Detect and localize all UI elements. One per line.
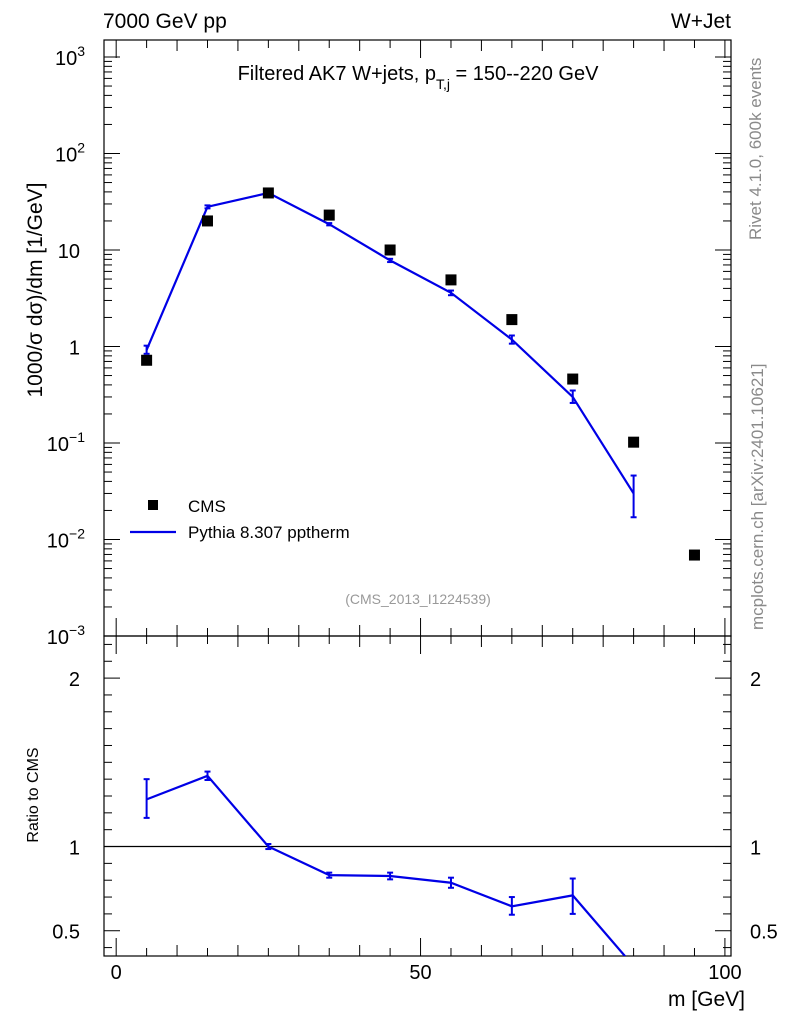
- header-right: W+Jet: [671, 10, 731, 33]
- legend: CMS Pythia 8.307 pptherm: [130, 497, 350, 542]
- pythia-ratio-line: [146, 774, 627, 956]
- cms-data-point: [141, 354, 153, 366]
- cms-data-point: [506, 314, 518, 326]
- rivet-label: Rivet 4.1.0, 600k events: [746, 58, 765, 240]
- main-y-tick-label: 103: [55, 43, 85, 70]
- analysis-id-label: (CMS_2013_I1224539): [345, 591, 491, 607]
- cms-data-point: [323, 209, 335, 221]
- legend-cms-marker: [148, 500, 158, 510]
- x-tick-label: 50: [409, 962, 431, 984]
- pythia-main-line: [145, 191, 635, 495]
- x-tick-label: 0: [111, 962, 122, 984]
- cms-data-point: [628, 436, 640, 448]
- header-left: 7000 GeV pp: [103, 10, 227, 33]
- legend-pythia-label: Pythia 8.307 pptherm: [188, 523, 350, 542]
- ratio-plot-axes: 0 50 100 2 2 1 1 0.5 0.5: [52, 635, 778, 984]
- main-y-tick-label: 10−3: [47, 622, 85, 649]
- main-y-tick-label: 10−2: [47, 525, 85, 552]
- cms-data-point: [262, 187, 274, 199]
- main-y-tick-label: 10: [58, 241, 80, 263]
- cms-data-point: [445, 274, 457, 286]
- main-plot-frame: [103, 39, 732, 637]
- ratio-y-tick-label-right: 1: [750, 838, 761, 860]
- ratio-y-tick-label: 0.5: [52, 922, 80, 944]
- main-plot-data: [141, 187, 700, 561]
- main-y-tick-label: 102: [55, 139, 85, 166]
- ratio-plot-frame: [103, 635, 732, 957]
- mcplots-label: mcplots.cern.ch [arXiv:2401.10621]: [748, 364, 767, 630]
- cms-data-point: [688, 549, 700, 561]
- main-plot-title: Filtered AK7 W+jets, pT,j = 150--220 GeV: [238, 63, 600, 92]
- cms-data-point: [384, 244, 396, 256]
- main-y-tick-label: 10−1: [47, 429, 85, 456]
- legend-cms-label: CMS: [188, 497, 226, 516]
- ratio-y-tick-label-right: 2: [750, 669, 761, 691]
- main-y-axis-label: 1000/σ dσ)/dm [1/GeV]: [24, 182, 47, 397]
- x-tick-label: 100: [708, 962, 741, 984]
- ratio-y-axis-label: Ratio to CMS: [25, 747, 42, 842]
- x-axis-label: m [GeV]: [668, 988, 745, 1011]
- ratio-y-tick-label: 1: [69, 838, 80, 860]
- cms-data-point: [201, 215, 213, 227]
- main-y-tick-label: 1: [69, 337, 80, 359]
- ratio-plot-data: [143, 770, 627, 956]
- cms-data-point: [567, 373, 579, 385]
- ratio-y-tick-label: 2: [69, 669, 80, 691]
- ratio-y-tick-label-right: 0.5: [750, 922, 778, 944]
